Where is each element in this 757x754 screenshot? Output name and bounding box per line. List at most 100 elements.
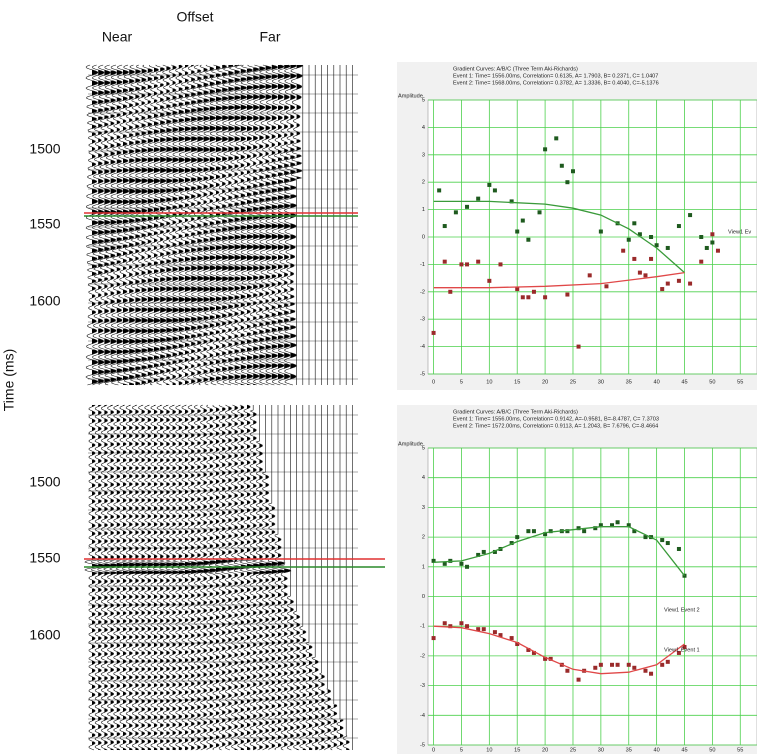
trace [228,64,242,386]
data-point [509,541,514,546]
data-point [676,224,681,229]
trace-fill [178,65,185,385]
trace [116,64,130,386]
data-point [643,668,648,673]
time-tick-label: 1600 [29,627,60,643]
trace [153,64,167,386]
data-point [598,229,603,234]
data-point [710,232,715,237]
trace-fill [154,68,160,382]
time-tick-label: 1550 [29,216,60,232]
x-tick-label: 10 [486,747,492,753]
data-point [593,665,598,670]
data-point [632,221,637,226]
data-point [643,273,648,278]
trace-fill [209,409,217,748]
y-tick-label: -4 [420,344,425,350]
data-point [610,523,615,528]
trace [330,405,338,751]
y-tick-label: 5 [422,97,425,103]
offset-label: Offset [176,9,213,25]
data-point [587,273,592,278]
data-point [565,529,570,534]
y-tick-label: -3 [420,683,425,689]
trace-fill [253,68,260,385]
chart-subtitle: Event 2: Time= 1568.00ms, Correlation= 0… [453,80,659,86]
data-point [598,523,603,528]
data-point [688,213,693,218]
trace [209,64,223,386]
data-point [576,344,581,349]
data-point [699,259,704,264]
trace [178,64,192,386]
trace-fill [340,720,344,750]
data-point [520,218,525,223]
data-point [431,330,436,335]
data-point [615,520,620,525]
data-point [565,668,570,673]
data-point [682,644,687,649]
data-point [526,647,531,652]
trace [146,404,161,751]
data-point [570,169,575,174]
trace-fill [240,65,247,385]
trace-fill [346,736,350,750]
trace [251,405,267,751]
fit-curve [433,526,686,577]
data-point [498,262,503,267]
trace-fill [172,405,180,750]
trace-fill [147,69,154,384]
chart-subtitle: Event 2: Time= 1572.00ms, Correlation= 0… [453,423,658,429]
trace [177,404,193,751]
data-point [520,295,525,300]
x-tick-label: 45 [681,379,687,385]
y-tick-label: -4 [420,713,425,719]
trace-fill [197,405,205,750]
trace [110,64,124,386]
x-tick-label: 25 [570,379,576,385]
chart-title: Gradient Curves: A/B/C (Three Term Aki-R… [453,66,578,72]
annotation: View1 Ev [728,229,751,235]
data-point [654,243,659,248]
data-point [465,262,470,267]
trace [240,64,254,386]
data-point [492,549,497,554]
time-axis-label: Time (ms) [1,349,17,411]
x-tick-label: 30 [598,379,604,385]
y-tick-label: 4 [422,125,425,131]
trace-fill [178,405,186,750]
trace [122,64,136,385]
x-tick-label: 15 [514,747,520,753]
data-point [543,532,548,537]
trace-fill [172,66,179,385]
trace [191,64,204,386]
trace-fill [271,507,279,748]
trace-fill [259,67,266,385]
trace-fill [315,660,319,750]
seismic-gather [84,404,385,751]
data-point [610,662,615,667]
trace [311,405,319,751]
far-label: Far [260,29,281,45]
trace [184,64,198,386]
trace [184,404,199,751]
trace-fill [154,405,161,750]
data-point [637,232,642,237]
trace [276,405,292,751]
data-point [431,558,436,563]
trace [270,405,286,751]
trace [264,405,280,751]
data-point [442,259,447,264]
trace [196,404,211,751]
gradient-chart: Gradient Curves: A/B/C (Three Term Aki-R… [397,62,757,390]
trace [257,405,274,751]
trace-fill [253,413,261,750]
trace [91,64,105,386]
trace-fill [290,600,294,750]
trace [158,404,174,751]
x-tick-label: 25 [570,747,576,753]
trace [121,404,137,751]
x-tick-label: 0 [432,379,435,385]
